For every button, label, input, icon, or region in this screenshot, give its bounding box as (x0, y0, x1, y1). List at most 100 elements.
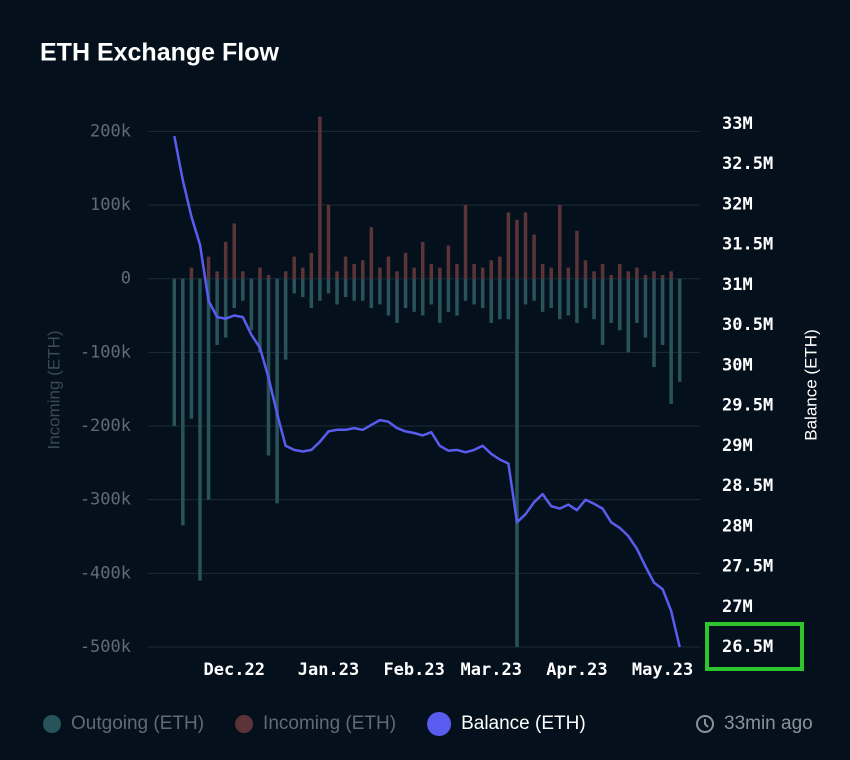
bar (600, 263, 605, 279)
bar (463, 278, 468, 301)
bar (652, 278, 656, 368)
bar (472, 263, 476, 279)
bar (480, 278, 485, 309)
y2-tick-label: 26.5M (722, 637, 773, 657)
bar (412, 267, 416, 279)
bar (635, 267, 639, 279)
bar (446, 278, 451, 312)
bar (326, 278, 331, 294)
bar (318, 116, 322, 279)
bar (506, 212, 511, 279)
bar (438, 267, 442, 279)
bar (301, 267, 305, 279)
bar (515, 278, 519, 647)
legend-label: Balance (ETH) (461, 713, 586, 734)
bar (361, 278, 365, 301)
bar (643, 275, 648, 279)
legend-marker (43, 715, 61, 733)
bar (403, 252, 408, 279)
bar (592, 271, 596, 279)
bar (489, 260, 493, 279)
bar (583, 278, 588, 309)
clock-icon (696, 715, 714, 733)
bar (386, 278, 391, 316)
y-tick-label: -100k (80, 342, 131, 362)
bar (643, 278, 648, 338)
bar (412, 278, 416, 312)
bar (420, 278, 425, 316)
bar (498, 256, 502, 279)
y-tick-label: 200k (90, 121, 131, 141)
bar (343, 256, 348, 279)
bar (609, 278, 613, 323)
bar (241, 278, 245, 301)
bar (592, 278, 596, 320)
bar (420, 241, 425, 279)
y2-tick-label: 32M (722, 194, 753, 214)
bar (249, 278, 254, 331)
x-tick-label: Apr.23 (546, 660, 607, 680)
y2-tick-label: 31.5M (722, 235, 773, 255)
bar (215, 271, 219, 279)
bar (660, 278, 665, 345)
y2-tick-label: 32.5M (722, 154, 773, 174)
bar (429, 278, 434, 305)
y-tick-label: -200k (80, 416, 131, 436)
bar (498, 278, 502, 320)
y-tick-label: 100k (90, 195, 131, 215)
bar (335, 271, 339, 279)
bar (378, 267, 382, 279)
bar (532, 234, 536, 279)
bar (566, 267, 571, 279)
bar (206, 256, 211, 279)
bar (635, 278, 639, 323)
x-tick-label: Feb.23 (383, 660, 444, 680)
y2-tick-label: 31M (722, 275, 753, 295)
bar (446, 245, 451, 279)
bar (395, 278, 399, 323)
chart-title: ETH Exchange Flow (40, 39, 279, 67)
bar (223, 241, 228, 279)
bar (241, 271, 245, 279)
bar (618, 263, 622, 279)
bar (669, 278, 673, 404)
bar (626, 271, 631, 279)
bar (266, 275, 271, 279)
bar (455, 263, 459, 279)
bar (669, 271, 673, 279)
y2-tick-label: 29.5M (722, 396, 773, 416)
bar (523, 212, 528, 279)
bar (335, 278, 339, 305)
bar (523, 278, 528, 305)
bar (677, 278, 682, 382)
bar (378, 278, 382, 305)
bar (575, 278, 579, 323)
bar (575, 230, 579, 279)
bar (232, 278, 236, 309)
x-tick-label: Mar.23 (461, 660, 522, 680)
bar (472, 278, 476, 305)
x-tick-label: Jan.23 (298, 660, 359, 680)
bar (455, 278, 459, 316)
bar (438, 278, 442, 323)
bar (223, 278, 228, 338)
bar (609, 275, 613, 279)
bar (198, 278, 202, 581)
y2-tick-label: 29M (722, 436, 753, 456)
bar (326, 205, 331, 279)
y2-tick-label: 30M (722, 355, 753, 375)
bar (172, 278, 177, 427)
highlight-box (705, 622, 804, 671)
bar (558, 205, 562, 279)
bar (652, 271, 656, 279)
bar (181, 278, 185, 526)
bar (352, 263, 356, 279)
y2-tick-label: 28M (722, 516, 753, 536)
bar (463, 205, 468, 279)
y-tick-label: -500k (80, 637, 131, 657)
bar (480, 267, 485, 279)
x-tick-label: Dec.22 (204, 660, 265, 680)
bar (258, 278, 262, 353)
bar (506, 278, 511, 320)
y-tick-label: 0 (121, 269, 131, 289)
